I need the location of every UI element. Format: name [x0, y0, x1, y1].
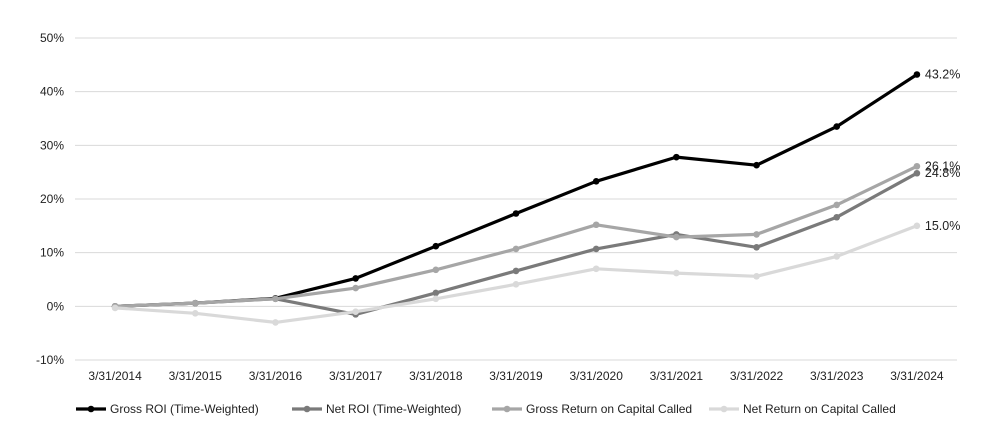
data-point	[191, 310, 199, 317]
data-point	[592, 245, 600, 253]
legend-swatch-marker	[87, 405, 95, 413]
x-tick-label: 3/31/2017	[329, 369, 383, 383]
data-point	[913, 71, 921, 78]
end-labels: 43.2% 24.8%26.1% 15.0%	[925, 67, 960, 232]
data-point	[432, 289, 440, 297]
data-label: 26.1%	[925, 159, 960, 173]
data-point	[432, 266, 440, 274]
legend-label: Gross Return on Capital Called	[526, 402, 692, 416]
y-tick-label: 40%	[40, 85, 64, 99]
data-point	[272, 319, 279, 326]
y-tick-label: 30%	[40, 138, 64, 152]
data-point	[913, 222, 921, 230]
x-tick-label: 3/31/2016	[249, 369, 303, 383]
legend-item: Gross Return on Capital Called	[492, 402, 692, 416]
data-point	[673, 269, 680, 277]
data-label: 15.0%	[925, 219, 960, 233]
legend-swatch-marker	[503, 405, 511, 413]
legend-label: Net Return on Capital Called	[743, 402, 896, 416]
data-point	[512, 210, 520, 217]
data-point	[753, 161, 760, 169]
y-tick-label: 10%	[40, 246, 64, 260]
x-axis: 3/31/2014 3/31/2015 3/31/2016 3/31/2017 3/31…	[88, 369, 944, 383]
x-tick-label: 3/31/2023	[810, 369, 864, 383]
data-point	[352, 284, 359, 292]
data-point	[913, 162, 921, 170]
data-point	[111, 304, 119, 312]
data-point	[673, 233, 680, 241]
data-point	[512, 281, 520, 288]
data-point	[592, 265, 600, 273]
data-point	[352, 308, 359, 316]
data-label: 24.8%	[925, 166, 960, 180]
y-tick-label: 20%	[40, 192, 64, 206]
x-tick-label: 3/31/2022	[730, 369, 784, 383]
y-tick-label: 0%	[47, 299, 65, 313]
y-tick-label: -10%	[36, 353, 64, 367]
legend-swatch-marker	[303, 405, 311, 413]
y-axis: -10% 0% 10% 20% 30% 40% 50%	[36, 31, 64, 367]
x-tick-label: 3/31/2014	[88, 369, 142, 383]
y-tick-label: 50%	[40, 31, 64, 45]
data-point	[753, 231, 760, 238]
data-point	[432, 295, 440, 303]
data-point	[673, 153, 680, 161]
data-point	[833, 253, 841, 260]
x-tick-label: 3/31/2019	[489, 369, 543, 383]
data-point	[753, 244, 760, 251]
data-point	[592, 221, 600, 229]
data-point	[833, 201, 841, 209]
x-tick-label: 3/31/2020	[569, 369, 623, 383]
legend-label: Gross ROI (Time-Weighted)	[110, 402, 259, 416]
data-point	[833, 213, 841, 221]
data-point	[592, 177, 600, 185]
series-lines	[111, 71, 921, 326]
data-label: 43.2%	[925, 67, 960, 81]
data-point	[913, 169, 921, 177]
legend-item: Gross ROI (Time-Weighted)	[76, 402, 259, 416]
legend: Gross ROI (Time-Weighted) Net ROI (Time-W…	[76, 402, 896, 416]
legend-item: Net Return on Capital Called	[709, 402, 896, 416]
x-tick-label: 3/31/2024	[890, 369, 944, 383]
data-point	[432, 242, 440, 250]
data-point	[272, 295, 279, 303]
data-point	[753, 272, 760, 280]
x-tick-label: 3/31/2015	[169, 369, 223, 383]
legend-label: Net ROI (Time-Weighted)	[326, 402, 461, 416]
data-point	[191, 299, 199, 307]
data-point	[833, 123, 841, 130]
legend-swatch-marker	[720, 405, 728, 413]
gridlines	[75, 37, 957, 361]
x-tick-label: 3/31/2021	[650, 369, 704, 383]
data-point	[512, 245, 520, 253]
data-point	[352, 275, 359, 282]
data-point	[512, 267, 520, 275]
x-tick-label: 3/31/2018	[409, 369, 463, 383]
legend-item: Net ROI (Time-Weighted)	[292, 402, 461, 416]
